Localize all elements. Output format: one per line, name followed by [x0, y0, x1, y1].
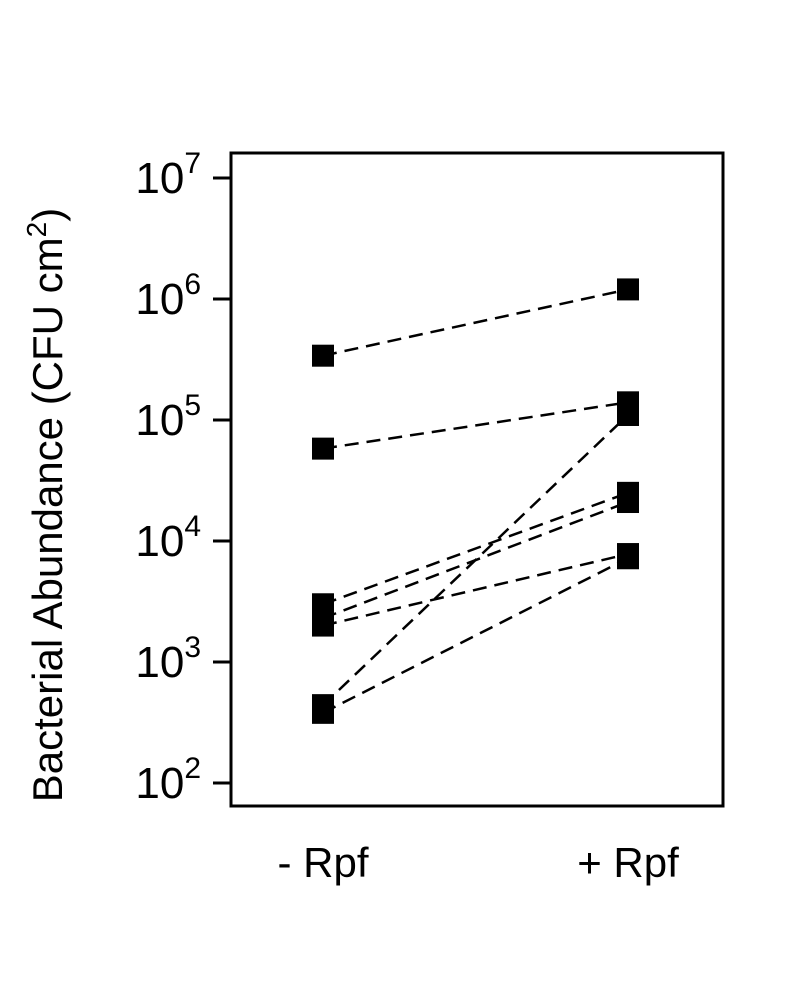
- y-tick-base: 10: [135, 638, 184, 687]
- y-tick-label: 105: [135, 389, 201, 445]
- y-tick-exponent: 4: [184, 510, 201, 543]
- y-tick-label: 104: [135, 510, 201, 566]
- data-point-square: [617, 278, 639, 301]
- series-line: [322, 491, 629, 606]
- x-tick-label: - Rpf: [277, 839, 368, 886]
- y-axis-label-close: ): [24, 208, 71, 222]
- y-tick-base: 10: [135, 396, 184, 445]
- plot-frame: [229, 151, 725, 808]
- series-lines: [322, 288, 629, 714]
- data-point-square: [617, 491, 639, 514]
- y-tick-base: 10: [135, 275, 184, 324]
- data-points: [312, 278, 639, 724]
- y-tick-label: 107: [135, 147, 201, 203]
- y-tick-base: 10: [135, 759, 184, 808]
- y-tick-label: 103: [135, 631, 201, 687]
- data-point-square: [312, 344, 334, 367]
- series-line: [322, 552, 629, 627]
- y-tick-exponent: 2: [184, 752, 201, 785]
- data-point-square: [617, 403, 639, 426]
- series-line: [322, 288, 629, 357]
- y-tick-base: 10: [135, 154, 184, 203]
- series-line: [322, 401, 629, 450]
- x-tick-label: + Rpf: [577, 839, 679, 886]
- x-axis: - Rpf + Rpf: [277, 839, 679, 886]
- data-point-square: [312, 437, 334, 460]
- y-tick-exponent: 7: [184, 147, 201, 180]
- y-tick-label: 106: [135, 268, 201, 324]
- data-point-square: [312, 701, 334, 724]
- y-tick-exponent: 5: [184, 389, 201, 422]
- y-tick-label: 102: [135, 752, 201, 808]
- y-axis-label: Bacterial Abundance (CFU cm2): [21, 208, 71, 803]
- y-tick-exponent: 3: [184, 631, 201, 664]
- y-tick-base: 10: [135, 517, 184, 566]
- data-point-square: [617, 547, 639, 570]
- data-point-square: [312, 614, 334, 637]
- series-line: [322, 414, 629, 707]
- y-axis-label-sup: 2: [21, 222, 52, 238]
- series-line: [322, 557, 629, 714]
- y-axis-label-main: Bacterial Abundance (CFU cm: [24, 237, 71, 802]
- y-tick-exponent: 6: [184, 268, 201, 301]
